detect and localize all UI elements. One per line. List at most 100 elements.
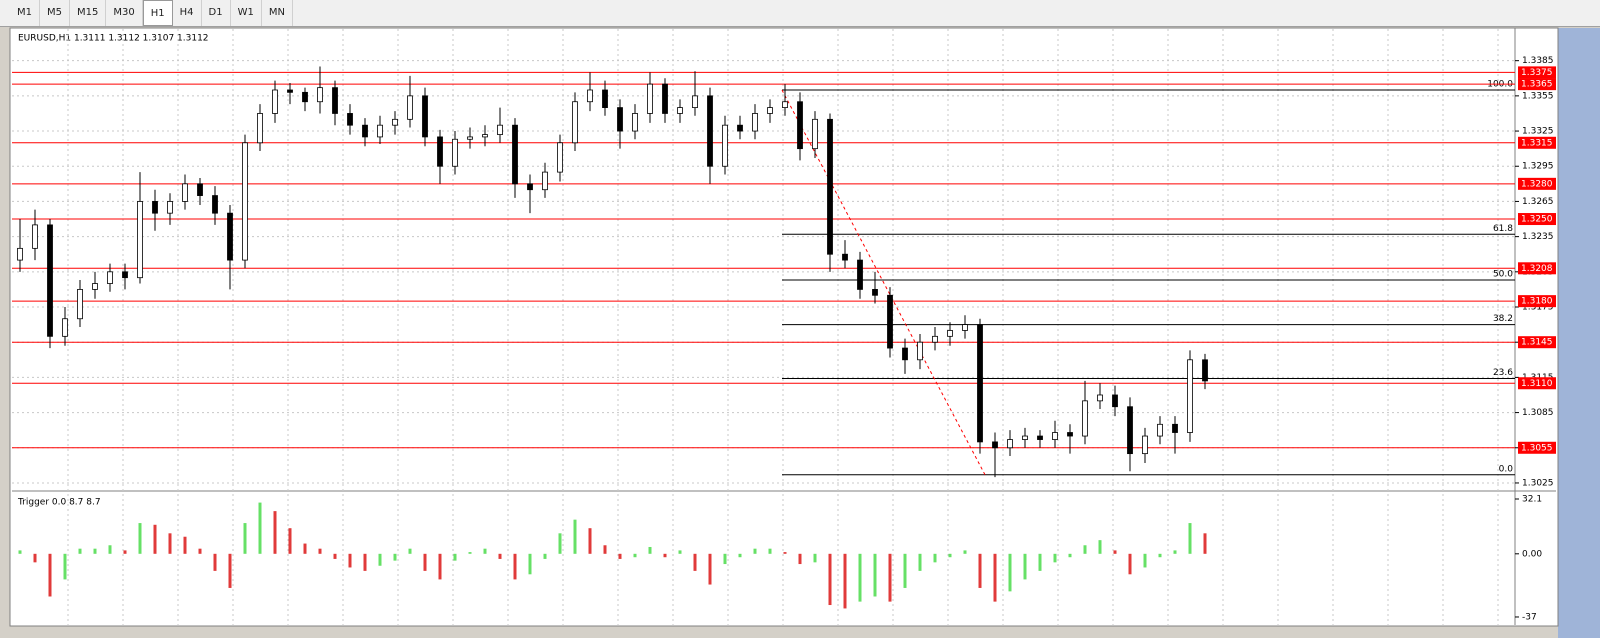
candle-body <box>632 113 638 132</box>
fib-label: 0.0 <box>1499 464 1514 474</box>
y-tick-label: 1.3295 <box>1522 162 1554 172</box>
y-tick-label: 1.3085 <box>1522 408 1554 418</box>
candle-body <box>917 341 923 361</box>
level-label-box <box>1518 441 1556 454</box>
histogram-bar <box>498 553 502 559</box>
histogram-bar <box>603 545 607 554</box>
candle-body <box>1127 406 1133 455</box>
histogram-bar <box>813 553 817 563</box>
histogram-bar <box>483 548 487 554</box>
candle-body <box>407 95 413 120</box>
side-frame <box>1558 28 1600 638</box>
y2-tick-label: 32.1 <box>1522 495 1542 505</box>
histogram-bar <box>108 545 112 554</box>
histogram-bar <box>423 553 427 571</box>
candle-body <box>107 271 113 284</box>
candle-body <box>422 95 428 138</box>
histogram-bar <box>588 528 592 554</box>
fib-label: 61.8 <box>1493 224 1513 234</box>
timeframe-button[interactable]: M30 <box>106 0 143 26</box>
histogram-bar <box>543 553 547 559</box>
histogram-bar <box>1143 553 1147 568</box>
histogram-bar <box>738 553 742 558</box>
histogram-bar <box>708 553 712 585</box>
level-label-box <box>1518 262 1556 275</box>
candle-body <box>302 91 308 103</box>
candle-body <box>1142 435 1148 455</box>
candle-body <box>602 89 608 108</box>
candle-body <box>1187 359 1193 433</box>
candle-body <box>182 183 188 202</box>
candle-body <box>497 124 503 135</box>
candle-body <box>332 87 338 114</box>
level-label-box <box>1518 78 1556 91</box>
histogram-bar <box>843 553 847 609</box>
candle-body <box>437 136 443 167</box>
candle-body <box>482 134 488 138</box>
candle-body <box>692 95 698 108</box>
level-label: 1.3145 <box>1521 338 1553 348</box>
candle-body <box>662 83 668 114</box>
y-tick-label: 1.3265 <box>1522 197 1554 207</box>
histogram-bar <box>1113 550 1117 554</box>
candle-body <box>287 89 293 93</box>
timeframe-button[interactable]: W1 <box>231 0 262 26</box>
candle-body <box>17 247 23 261</box>
histogram-bar <box>243 523 247 554</box>
histogram-bar <box>828 553 832 606</box>
candle-body <box>32 224 38 249</box>
histogram-bar <box>768 548 772 554</box>
histogram-bar <box>693 553 697 571</box>
y2-tick-label: 0.00 <box>1522 549 1542 559</box>
timeframe-button[interactable]: M15 <box>70 0 107 26</box>
timeframe-button[interactable]: D1 <box>202 0 231 26</box>
histogram-bar <box>948 553 952 558</box>
candle-body <box>317 87 323 103</box>
histogram-bar <box>288 528 292 554</box>
candle-body <box>722 124 728 167</box>
timeframe-button[interactable]: MN <box>262 0 293 26</box>
histogram-bar <box>123 550 127 554</box>
level-label-box <box>1518 177 1556 190</box>
chart-title: EURUSD,H1 1.3111 1.3112 1.3107 1.3112 <box>18 34 209 44</box>
histogram-bar <box>318 548 322 554</box>
timeframe-button[interactable]: M5 <box>40 0 70 26</box>
candle-body <box>617 107 623 132</box>
histogram-bar <box>273 511 277 554</box>
y-tick-label: 1.3175 <box>1522 303 1554 313</box>
timeframe-button[interactable]: H4 <box>173 0 202 26</box>
chart-window <box>9 27 1559 627</box>
level-label: 1.3250 <box>1521 215 1553 225</box>
candle-body <box>242 142 248 261</box>
histogram-bar <box>408 548 412 554</box>
histogram-bar <box>1083 545 1087 554</box>
histogram-bar <box>573 519 577 554</box>
candle-body <box>962 324 968 331</box>
histogram-bar <box>1158 553 1162 558</box>
candle-body <box>1082 400 1088 437</box>
histogram-bar <box>918 553 922 571</box>
timeframe-button[interactable]: M1 <box>10 0 40 26</box>
histogram-bar <box>963 550 967 554</box>
candle-body <box>452 138 458 167</box>
histogram-bar <box>78 548 82 554</box>
histogram-bar <box>33 553 37 563</box>
level-label: 1.3365 <box>1521 80 1553 90</box>
level-label: 1.3208 <box>1521 264 1553 274</box>
histogram-bar <box>138 523 142 554</box>
y-tick-label: 1.3355 <box>1522 91 1554 101</box>
candle-body <box>1202 359 1208 382</box>
candle-body <box>677 107 683 114</box>
histogram-bar <box>48 553 52 597</box>
histogram-bar <box>1008 553 1012 592</box>
candle-body <box>827 118 833 255</box>
histogram-bar <box>873 553 877 597</box>
histogram-bar <box>798 553 802 565</box>
level-label: 1.3315 <box>1521 138 1553 148</box>
histogram-bar <box>933 553 937 563</box>
timeframe-button[interactable]: H1 <box>142 0 173 26</box>
candle-body <box>122 271 128 279</box>
level-label-box <box>1518 136 1556 149</box>
